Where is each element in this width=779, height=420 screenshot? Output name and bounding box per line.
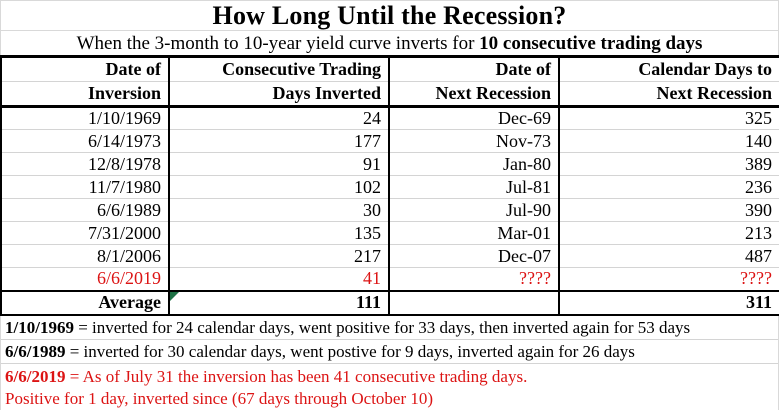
average-days-value: 111 — [355, 292, 381, 313]
footnote-1969: 1/10/1969 = inverted for 24 calendar day… — [1, 316, 778, 340]
cell-calendar-days: 487 — [558, 244, 779, 268]
footnote-2019: 6/6/2019 = As of July 31 the inversion h… — [1, 366, 778, 388]
header-calendar-days-2: Next Recession — [558, 81, 779, 108]
cell-calendar-days: ???? — [558, 267, 779, 291]
cell-next-recession: Nov-73 — [388, 129, 559, 153]
header-days-inverted-1: Consecutive Trading — [168, 56, 389, 82]
cell-days-inverted: 135 — [168, 221, 389, 245]
cell-next-recession: Dec-07 — [388, 244, 559, 268]
average-days-inverted: 111 — [168, 289, 389, 315]
cell-days-inverted: 91 — [168, 152, 389, 176]
table-row: 1/10/1969 24 Dec-69 325 — [0, 106, 779, 130]
footnote-2019-line2-text: Positive for 1 day, inverted since (67 d… — [5, 388, 434, 408]
recession-table: Date of Consecutive Trading Date of Cale… — [0, 55, 779, 316]
excel-flag-triangle-icon — [171, 292, 179, 301]
cell-inversion-date: 7/31/2000 — [0, 221, 169, 245]
footnote-1989: 6/6/1989 = inverted for 30 calendar days… — [1, 340, 778, 364]
cell-inversion-date: 6/6/2019 — [0, 267, 169, 291]
cell-next-recession: Mar-01 — [388, 221, 559, 245]
table-body: 1/10/1969 24 Dec-69 325 6/14/1973 177 No… — [0, 106, 779, 315]
cell-days-inverted: 41 — [168, 267, 389, 291]
table-row-current-inversion: 6/6/2019 41 ???? ???? — [0, 267, 779, 291]
footnote-2019-line2: Positive for 1 day, inverted since (67 d… — [1, 388, 778, 410]
average-row: Average 111 311 — [0, 289, 779, 315]
cell-days-inverted: 30 — [168, 198, 389, 222]
footnote-2019-text: = As of July 31 the inversion has been 4… — [65, 366, 528, 386]
footnote-1969-text: = inverted for 24 calendar days, went po… — [73, 317, 691, 337]
footnote-1989-date: 6/6/1989 — [5, 341, 66, 361]
table-row: 6/14/1973 177 Nov-73 140 — [0, 129, 779, 153]
cell-calendar-days: 325 — [558, 106, 779, 130]
cell-next-recession: Jan-80 — [388, 152, 559, 176]
average-next-recession — [388, 289, 559, 315]
cell-inversion-date: 1/10/1969 — [0, 106, 169, 130]
header-next-recession-2: Next Recession — [388, 81, 559, 108]
subtitle: When the 3-month to 10-year yield curve … — [0, 30, 779, 55]
average-calendar-days: 311 — [558, 289, 779, 315]
cell-days-inverted: 177 — [168, 129, 389, 153]
cell-inversion-date: 12/8/1978 — [0, 152, 169, 176]
table-row: 12/8/1978 91 Jan-80 389 — [0, 152, 779, 176]
header-next-recession-1: Date of — [388, 56, 559, 82]
cell-inversion-date: 6/6/1989 — [0, 198, 169, 222]
subtitle-bold: 10 consecutive trading days — [479, 33, 703, 54]
cell-days-inverted: 217 — [168, 244, 389, 268]
average-label: Average — [0, 289, 169, 315]
subtitle-prefix: When the 3-month to 10-year yield curve … — [76, 33, 480, 54]
cell-calendar-days: 236 — [558, 175, 779, 199]
cell-next-recession: ???? — [388, 267, 559, 291]
table-header: Date of Consecutive Trading Date of Cale… — [0, 56, 779, 108]
table-row: 8/1/2006 217 Dec-07 487 — [0, 244, 779, 268]
cell-inversion-date: 6/14/1973 — [0, 129, 169, 153]
cell-inversion-date: 11/7/1980 — [0, 175, 169, 199]
footnote-1969-date: 1/10/1969 — [5, 317, 74, 337]
cell-calendar-days: 389 — [558, 152, 779, 176]
cell-calendar-days: 140 — [558, 129, 779, 153]
footnote-2019-date: 6/6/2019 — [5, 366, 66, 386]
table-row: 11/7/1980 102 Jul-81 236 — [0, 175, 779, 199]
footnote-1989-text: = inverted for 30 calendar days, went po… — [65, 341, 635, 361]
footnotes: 1/10/1969 = inverted for 24 calendar day… — [0, 315, 779, 410]
table-row: 7/31/2000 135 Mar-01 213 — [0, 221, 779, 245]
page-title: How Long Until the Recession? — [0, 0, 779, 30]
header-days-inverted-2: Days Inverted — [168, 81, 389, 108]
header-row-1: Date of Consecutive Trading Date of Cale… — [0, 56, 779, 82]
header-date-of-inversion-1: Date of — [0, 56, 169, 82]
table-row: 6/6/1989 30 Jul-90 390 — [0, 198, 779, 222]
header-calendar-days-1: Calendar Days to — [558, 56, 779, 82]
cell-calendar-days: 390 — [558, 198, 779, 222]
cell-next-recession: Jul-81 — [388, 175, 559, 199]
cell-next-recession: Dec-69 — [388, 106, 559, 130]
header-date-of-inversion-2: Inversion — [0, 81, 169, 108]
cell-days-inverted: 24 — [168, 106, 389, 130]
cell-next-recession: Jul-90 — [388, 198, 559, 222]
cell-calendar-days: 213 — [558, 221, 779, 245]
cell-inversion-date: 8/1/2006 — [0, 244, 169, 268]
header-row-2: Inversion Days Inverted Next Recession N… — [0, 81, 779, 108]
cell-days-inverted: 102 — [168, 175, 389, 199]
